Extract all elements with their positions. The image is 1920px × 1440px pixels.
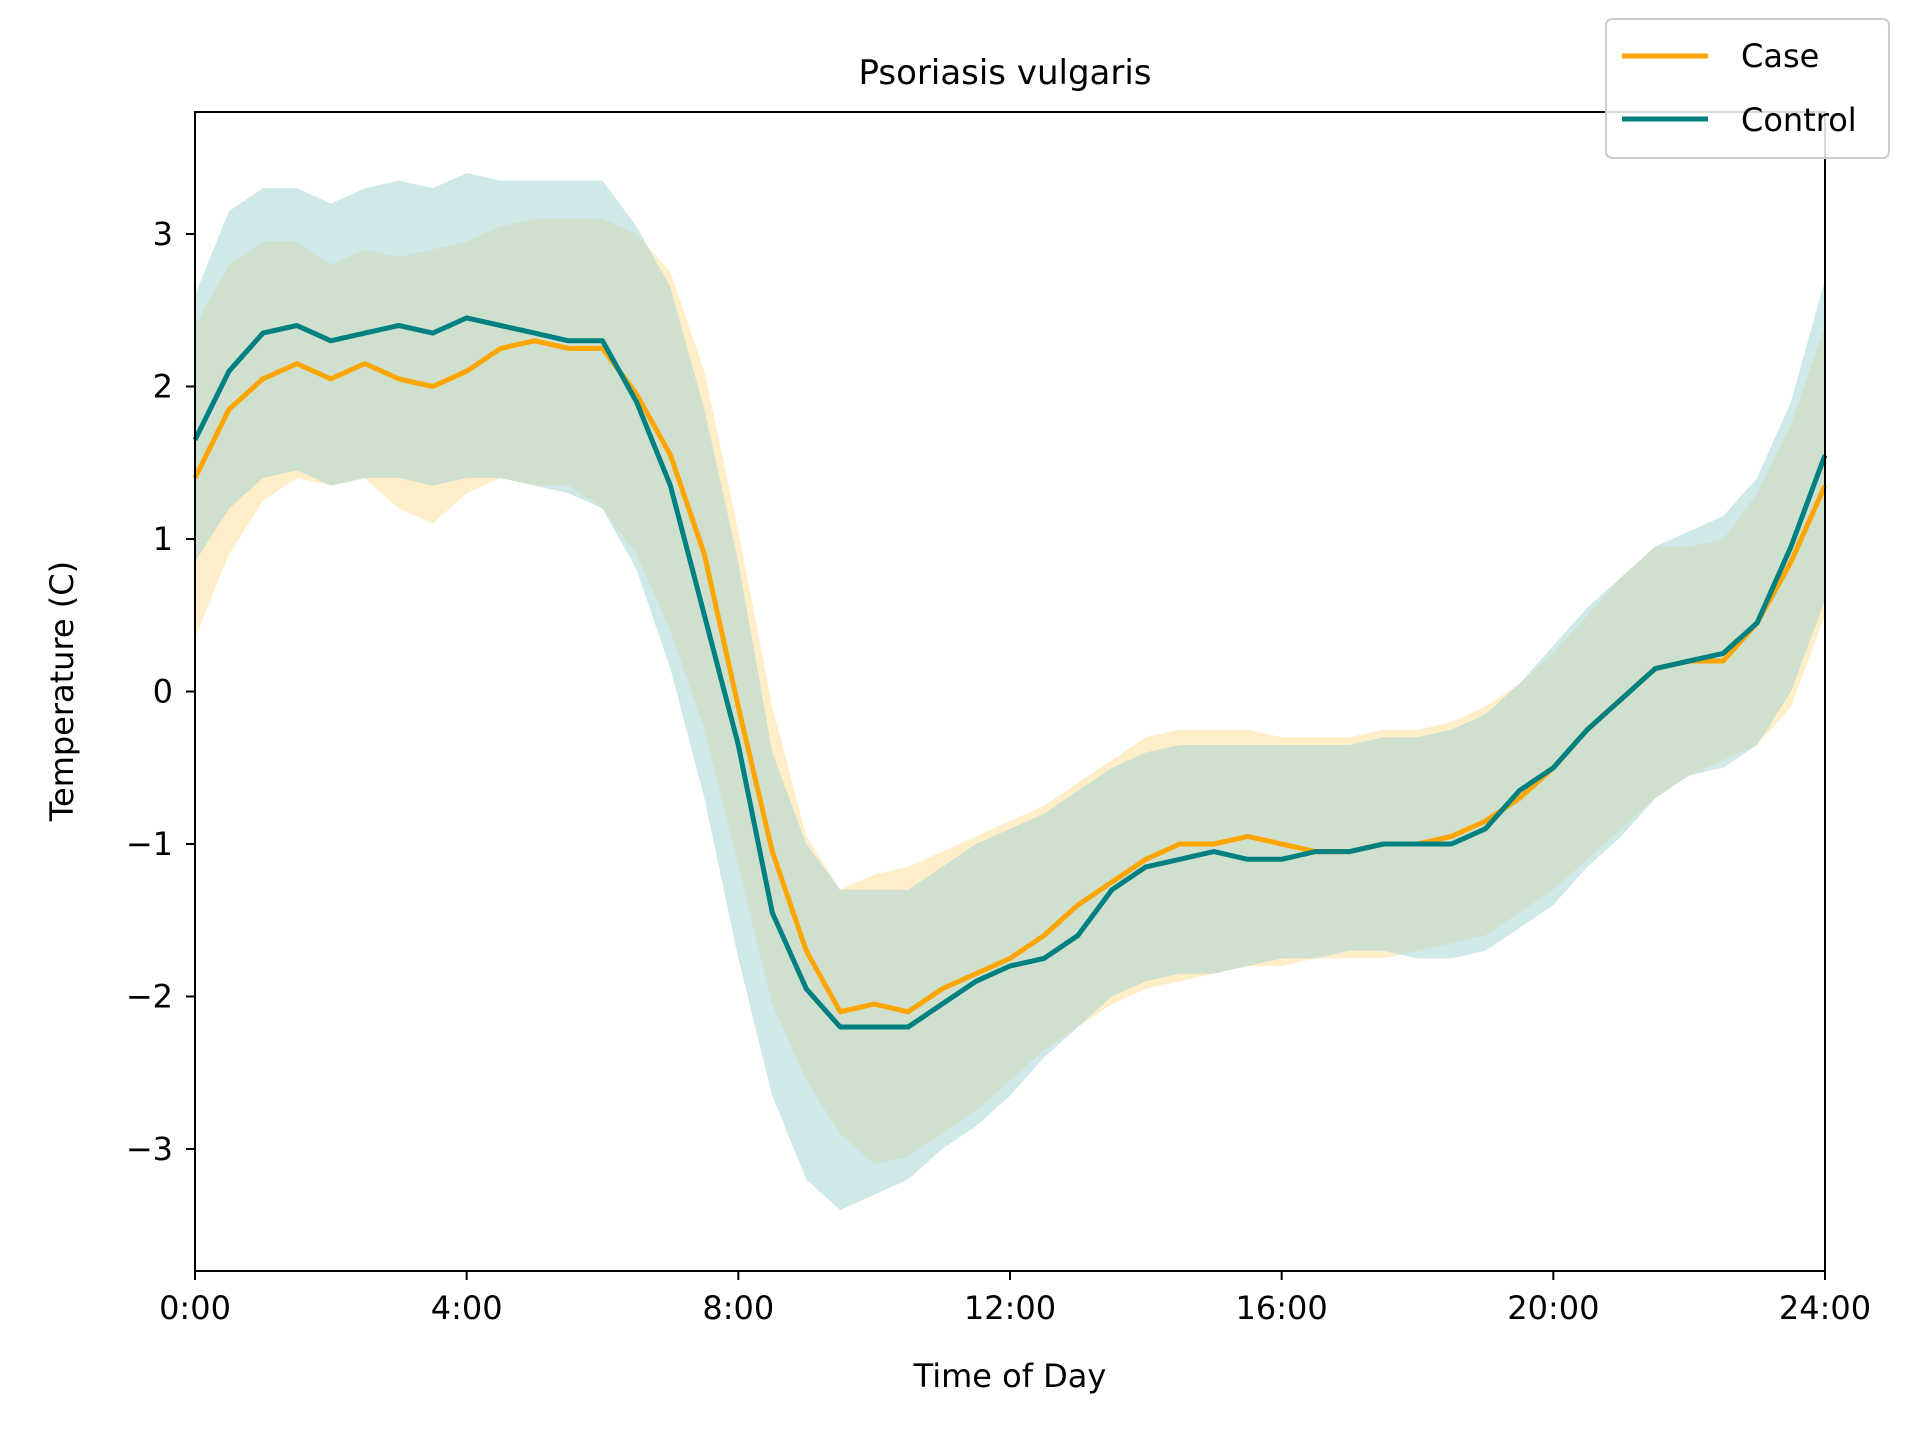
x-tick-label: 24:00 [1779,1289,1871,1327]
y-tick-label: 1 [153,520,173,558]
y-tick-label: −1 [126,825,173,863]
x-tick-label: 4:00 [431,1289,503,1327]
y-axis: −3 −2 −1 0 1 2 3 [126,215,195,1168]
y-axis-label: Temperature (C) [43,561,81,822]
x-tick-label: 0:00 [159,1289,231,1327]
x-tick-label: 12:00 [964,1289,1056,1327]
x-axis: 0:00 4:00 8:00 12:00 16:00 20:00 24:00 [159,1271,1871,1327]
x-axis-label: Time of Day [913,1357,1107,1395]
x-tick-label: 20:00 [1507,1289,1599,1327]
chart-title: Psoriasis vulgaris [858,53,1151,93]
legend-control-label: Control [1741,101,1857,139]
y-tick-label: −3 [126,1130,173,1168]
y-tick-label: 2 [153,368,173,406]
series-lines [192,315,1828,1030]
y-tick-label: 0 [153,673,173,711]
legend-case-label: Case [1741,37,1819,75]
confidence-bands [195,173,1825,1210]
x-tick-label: 8:00 [702,1289,774,1327]
control-line [192,315,1828,1030]
x-tick-label: 16:00 [1236,1289,1328,1327]
legend: Case Control [1605,18,1890,159]
control-band [195,173,1825,1210]
y-tick-label: −2 [126,978,173,1016]
y-tick-label: 3 [153,215,173,253]
